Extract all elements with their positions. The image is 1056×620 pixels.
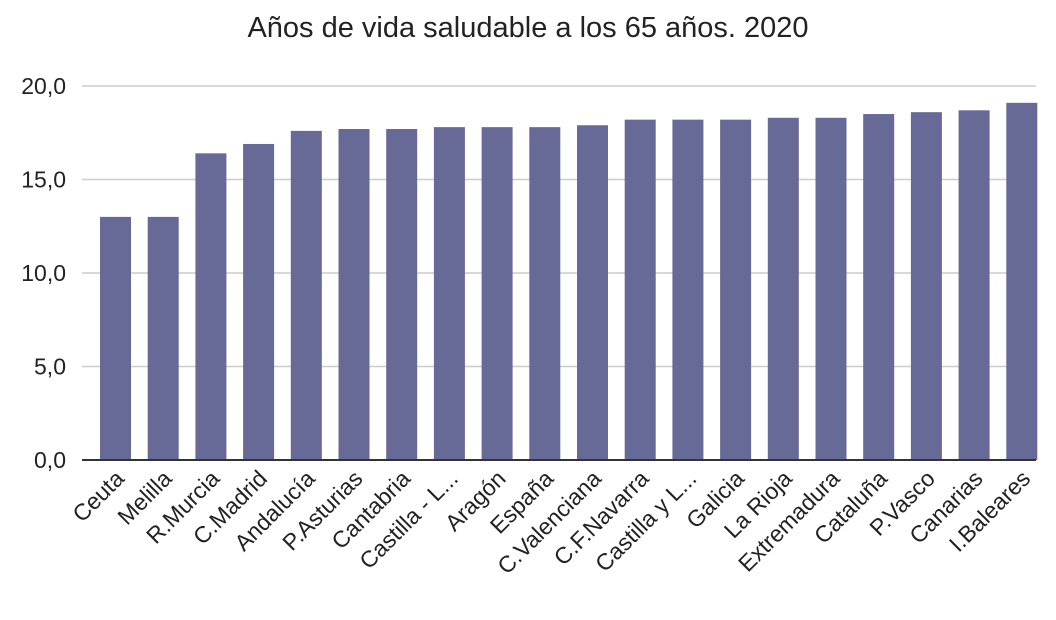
bar-5 — [338, 129, 370, 460]
bar-10 — [577, 125, 608, 461]
bar-11 — [624, 119, 656, 460]
bar-16 — [863, 114, 895, 461]
y-tick-label: 5,0 — [34, 354, 66, 380]
bar-8 — [481, 127, 513, 460]
bar-15 — [815, 117, 847, 460]
bar-7 — [433, 127, 465, 460]
bar-12 — [672, 119, 704, 460]
bar-17 — [910, 112, 942, 461]
y-tick-label: 10,0 — [21, 260, 66, 286]
bar-2 — [195, 153, 227, 460]
bar-4 — [290, 130, 322, 460]
bar-3 — [243, 143, 275, 460]
bar-14 — [767, 117, 799, 460]
bar-1 — [147, 216, 179, 460]
bar-9 — [529, 127, 561, 460]
bar-6 — [386, 129, 418, 460]
bar-18 — [958, 110, 990, 460]
bars — [100, 102, 1038, 461]
y-tick-label: 20,0 — [21, 73, 66, 99]
y-tick-label: 0,0 — [34, 447, 66, 473]
bar-13 — [720, 119, 752, 460]
y-tick-label: 15,0 — [21, 167, 66, 193]
chart-title: Años de vida saludable a los 65 años. 20… — [247, 12, 809, 44]
bar-0 — [100, 216, 131, 460]
bar-19 — [1006, 102, 1038, 460]
x-axis-categories: CeutaMelillaR.MurciaC.MadridAndalucíaP.A… — [67, 465, 1035, 579]
y-axis-ticks: 0,0 5,0 10,0 15,0 20,0 — [21, 73, 66, 473]
